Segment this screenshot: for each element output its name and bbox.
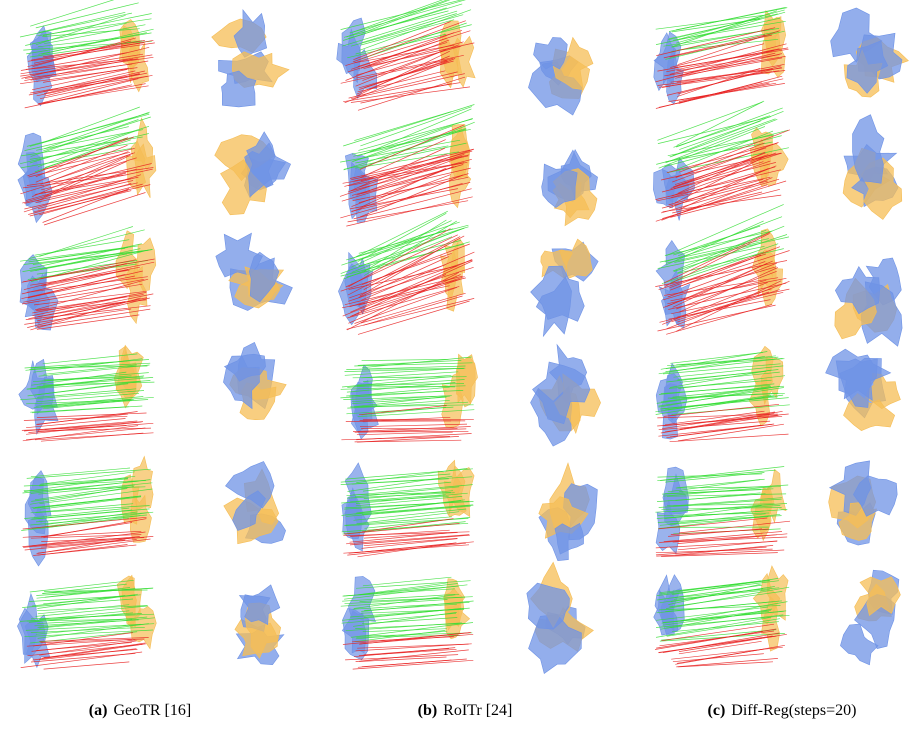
point-cloud <box>555 523 584 554</box>
correspondence-panel <box>655 346 789 441</box>
point-cloud <box>348 576 375 621</box>
correspondence-line <box>363 482 451 491</box>
figure-panels <box>0 0 915 700</box>
correspondence-line <box>41 397 154 406</box>
correspondence-panel <box>340 105 475 227</box>
correspondence-line <box>666 424 774 438</box>
correspondence-panel <box>338 211 474 334</box>
correspondence-panel <box>654 566 790 667</box>
correspondence-line <box>41 433 143 441</box>
registration-panel <box>542 150 598 226</box>
correspondence-panel <box>654 7 789 108</box>
correspondence-panel <box>337 0 475 110</box>
correspondence-line <box>353 128 466 161</box>
caption-text: RoITr [24] <box>443 702 512 719</box>
page: {"captions": [ {"label": "(a)", "text": … <box>0 0 915 729</box>
correspondence-panel <box>341 576 474 669</box>
correspondence-panel <box>20 0 155 108</box>
registration-panel <box>539 463 598 561</box>
registration-panel <box>531 239 599 336</box>
correspondence-line <box>345 369 454 376</box>
correspondence-panel <box>653 101 789 221</box>
correspondence-panel <box>19 345 155 441</box>
registration-panel <box>829 461 898 545</box>
registration-panel <box>215 132 291 215</box>
correspondence-line <box>27 114 149 146</box>
correspondence-line <box>357 432 453 435</box>
correspondence-panel <box>655 467 790 557</box>
correspondence-line <box>27 469 151 478</box>
correspondence-panel <box>341 460 474 557</box>
correspondence-line <box>30 0 127 26</box>
caption: (b) RoITr [24] <box>418 702 513 720</box>
correspondence-panel <box>18 107 156 225</box>
correspondence-line <box>42 643 146 658</box>
registration-panel <box>224 462 286 544</box>
registration-panel <box>531 345 601 446</box>
correspondence-line <box>35 138 126 172</box>
correspondence-line <box>353 660 474 669</box>
caption-text: Diff-Reg(steps=20) <box>731 702 856 719</box>
correspondence-line <box>675 545 773 555</box>
correspondence-panel <box>17 575 156 669</box>
caption-label: (a) <box>89 702 108 719</box>
registration-panel <box>831 8 909 97</box>
correspondence-line <box>355 146 448 163</box>
registration-panel <box>212 10 289 107</box>
registration-panel <box>216 233 293 310</box>
correspondence-line <box>20 13 132 37</box>
point-cloud <box>234 10 267 57</box>
correspondence-line <box>28 423 153 432</box>
correspondence-line <box>673 226 760 255</box>
caption: (c) Diff-Reg(steps=20) <box>708 702 857 720</box>
correspondence-line <box>359 657 446 662</box>
correspondence-line <box>347 543 466 555</box>
correspondence-panel <box>20 227 156 331</box>
point-cloud <box>853 115 885 184</box>
correspondence-line <box>360 584 458 595</box>
correspondence-line <box>350 222 460 259</box>
correspondence-line <box>44 71 145 94</box>
caption-label: (c) <box>708 702 726 719</box>
correspondence-panel <box>655 204 789 334</box>
caption-label: (b) <box>418 702 438 719</box>
caption-text: GeoTR [16] <box>113 702 191 719</box>
point-cloud <box>534 37 568 69</box>
correspondence-line <box>41 523 132 537</box>
correspondence-line <box>656 15 763 29</box>
registration-panel <box>840 570 900 665</box>
registration-panel <box>527 562 594 673</box>
registration-panel <box>843 115 902 220</box>
correspondence-panel <box>340 354 477 442</box>
registration-panel <box>835 258 902 346</box>
correspondence-line <box>31 468 130 477</box>
correspondence-line <box>671 647 783 659</box>
registration-panel <box>528 37 593 115</box>
correspondence-line <box>363 629 447 632</box>
correspondence-line <box>363 577 452 586</box>
registration-panel <box>235 585 284 665</box>
correspondence-panel <box>21 456 153 566</box>
registration-panel <box>223 342 286 419</box>
registration-panel <box>826 349 901 431</box>
caption: (a) GeoTR [16] <box>89 702 191 720</box>
